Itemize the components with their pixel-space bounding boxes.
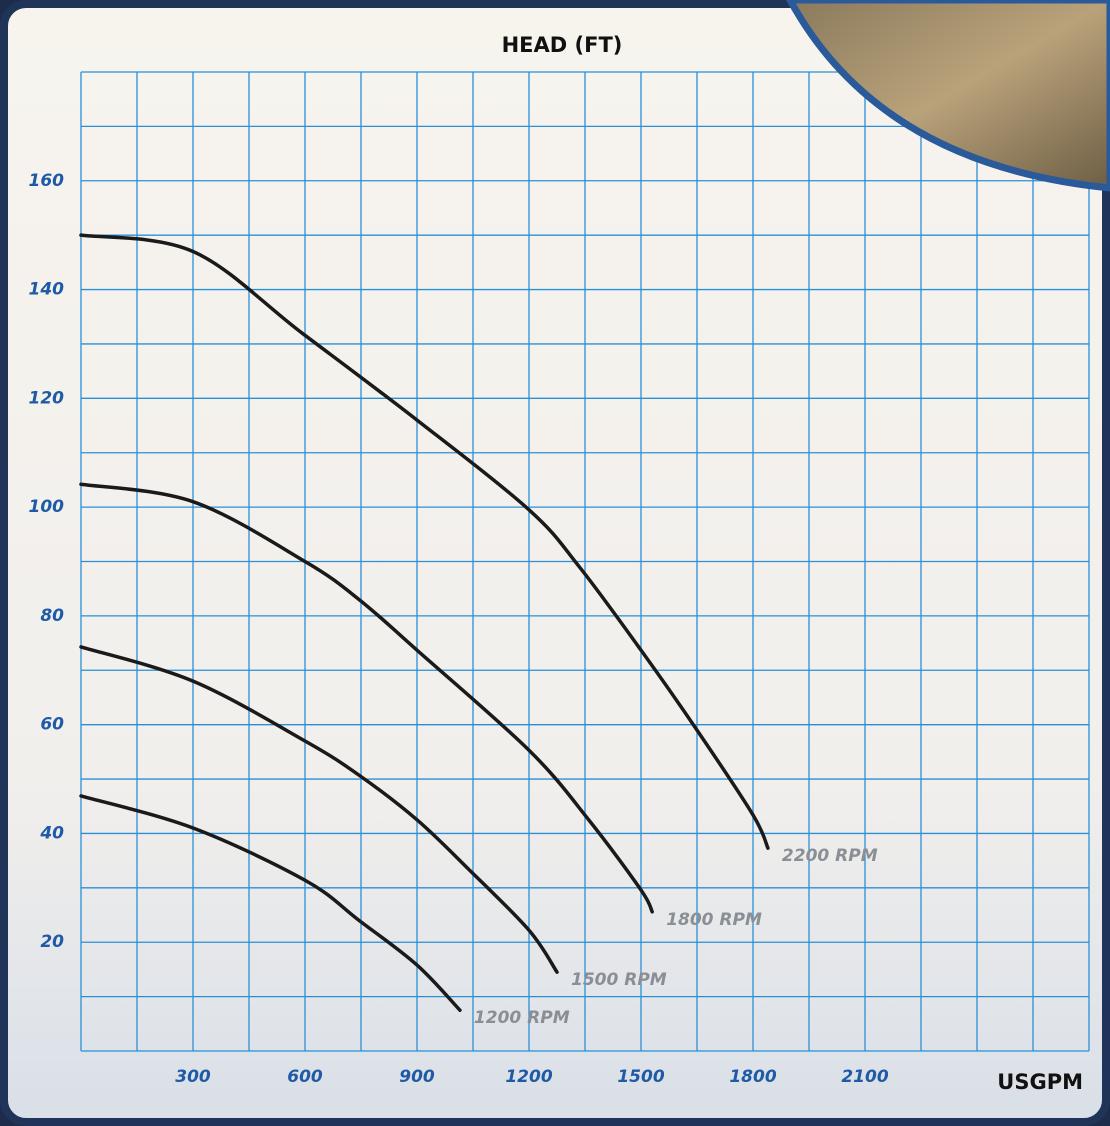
x-tick-label: 1500 <box>617 1067 664 1087</box>
x-tick-label: 900 <box>399 1067 435 1087</box>
chart-title: HEAD (FT) <box>502 33 623 57</box>
x-tick-label: 1200 <box>505 1067 552 1087</box>
y-tick-label: 140 <box>29 280 65 300</box>
x-tick-label: 1800 <box>729 1067 776 1087</box>
y-tick-label: 20 <box>40 932 64 952</box>
y-tick-label: 100 <box>29 497 65 517</box>
curve-label: 1500 RPM <box>571 970 667 990</box>
curve-label: 1800 RPM <box>666 910 762 930</box>
curve-label: 2200 RPM <box>782 846 878 866</box>
x-tick-label: 2100 <box>841 1067 888 1087</box>
x-tick-label: 600 <box>287 1067 323 1087</box>
y-tick-label: 40 <box>39 823 64 843</box>
y-tick-label: 120 <box>29 388 65 408</box>
curve-label: 1200 RPM <box>474 1008 570 1028</box>
x-tick-label: 300 <box>175 1067 211 1087</box>
x-axis-title: USGPM <box>997 1070 1083 1094</box>
y-tick-label: 80 <box>40 606 64 626</box>
y-tick-label: 60 <box>40 715 64 735</box>
chart: HEAD (FT) USGPM 300 600 900 1200 1500 1800 210… <box>0 0 1110 1126</box>
frame <box>4 4 1106 1122</box>
y-tick-label: 160 <box>29 171 65 191</box>
